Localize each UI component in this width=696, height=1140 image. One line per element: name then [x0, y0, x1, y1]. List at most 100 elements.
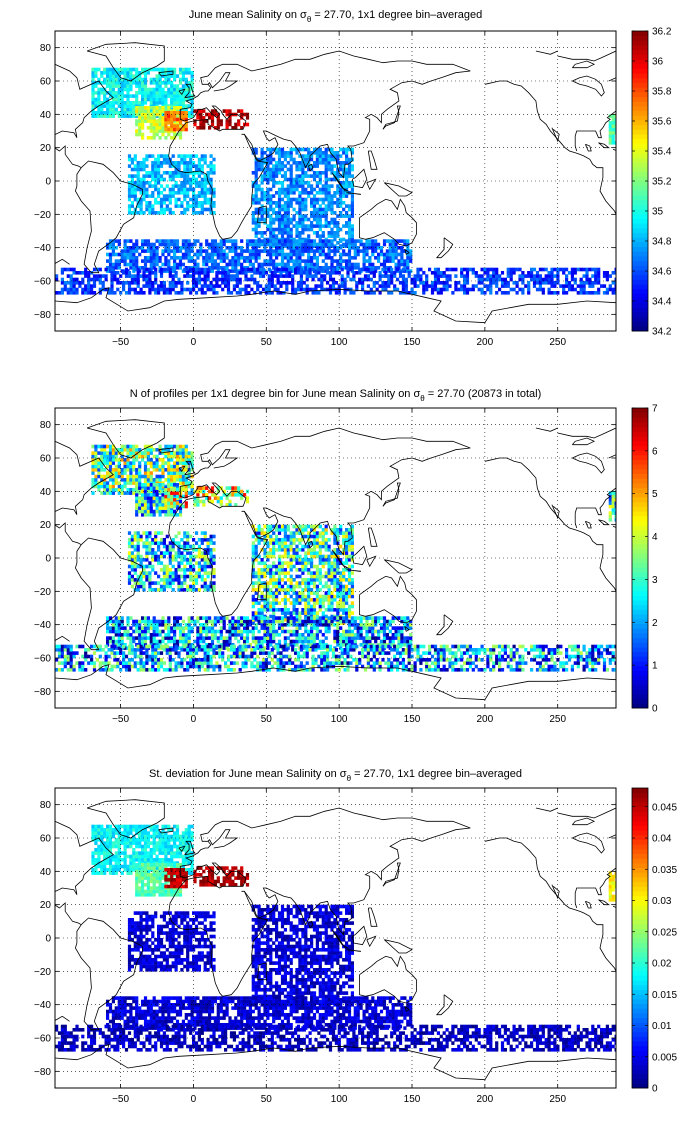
data-cell [257, 578, 261, 582]
data-cell [301, 177, 305, 182]
data-cell [177, 578, 181, 582]
data-cell [126, 111, 130, 115]
data-cell [162, 554, 166, 559]
data-cell [614, 117, 616, 122]
data-cell [84, 274, 88, 278]
data-cell [177, 161, 181, 165]
data-cell [518, 287, 522, 292]
data-cell [141, 493, 145, 497]
data-cell [110, 277, 114, 282]
data-cell [120, 91, 124, 95]
data-cell [403, 239, 407, 243]
colorbar-segment [632, 312, 648, 318]
data-cell [266, 242, 270, 247]
data-cell [260, 594, 264, 599]
data-cell [126, 478, 130, 482]
data-cell [158, 509, 162, 514]
data-cell [199, 119, 203, 123]
data-cell [141, 506, 145, 510]
data-cell [295, 252, 299, 257]
data-cell [142, 184, 146, 188]
data-cell [124, 271, 129, 275]
data-cell [280, 231, 285, 235]
data-cell [480, 281, 484, 285]
data-cell [448, 284, 452, 288]
data-cell [202, 109, 206, 113]
data-cell [257, 184, 261, 188]
data-cell [257, 554, 261, 559]
data-cell [416, 284, 420, 288]
data-cell [291, 284, 295, 288]
data-cell [260, 197, 264, 202]
coastline [351, 168, 368, 189]
data-cell [154, 534, 158, 539]
data-cell [141, 94, 145, 98]
data-cell [194, 574, 199, 579]
data-cell [135, 256, 139, 260]
data-cell [280, 524, 285, 529]
data-cell [228, 116, 232, 120]
data-cell [277, 528, 282, 532]
data-cell [215, 281, 219, 285]
data-cell [289, 181, 293, 185]
data-cell [277, 157, 282, 162]
data-cell [336, 154, 340, 158]
data-cell [213, 242, 217, 247]
data-cell [221, 277, 225, 282]
data-cell [143, 74, 148, 78]
data-cell [151, 271, 155, 275]
data-cell [283, 171, 287, 175]
data-cell [457, 281, 461, 285]
data-cell [605, 287, 609, 292]
data-cell [527, 287, 531, 292]
data-cell [209, 181, 213, 185]
data-cell [149, 94, 153, 98]
data-cell [498, 277, 502, 282]
data-cell [324, 207, 328, 212]
data-cell [454, 267, 458, 272]
data-cell [260, 151, 264, 155]
data-cell [280, 187, 285, 192]
data-cell [141, 101, 145, 105]
data-cell [168, 548, 172, 552]
data-cell [527, 284, 531, 288]
data-cell [91, 67, 95, 72]
data-cell [263, 231, 267, 235]
data-cell [275, 584, 279, 589]
data-cell [133, 568, 137, 572]
data-cell [594, 274, 598, 278]
data-cell [148, 574, 152, 579]
colorbar-segment [632, 143, 648, 149]
data-cell [269, 594, 273, 599]
data-cell [164, 444, 168, 449]
data-cell [181, 484, 185, 489]
data-cell [347, 171, 352, 175]
data-cell [177, 541, 181, 545]
data-cell [142, 568, 146, 572]
data-cell [280, 239, 285, 243]
data-cell [394, 249, 398, 253]
data-cell [203, 267, 207, 272]
data-cell [151, 558, 155, 562]
data-cell [159, 154, 164, 158]
data-cell [158, 256, 162, 260]
data-cell [374, 249, 378, 253]
data-cell [181, 127, 185, 132]
data-cell [162, 581, 166, 585]
data-cell [588, 291, 592, 295]
data-cell [327, 231, 331, 235]
data-cell [398, 274, 403, 278]
data-cell [183, 177, 187, 182]
data-cell [355, 271, 359, 275]
data-cell [120, 104, 124, 108]
data-cell [486, 271, 490, 275]
data-cell [345, 211, 349, 215]
data-cell [315, 181, 319, 185]
data-cell [159, 161, 164, 165]
data-cell [266, 201, 270, 205]
data-cell [116, 277, 120, 282]
data-cell [91, 444, 95, 449]
data-cell [138, 106, 142, 110]
data-cell [145, 274, 149, 278]
data-cell [205, 242, 209, 247]
